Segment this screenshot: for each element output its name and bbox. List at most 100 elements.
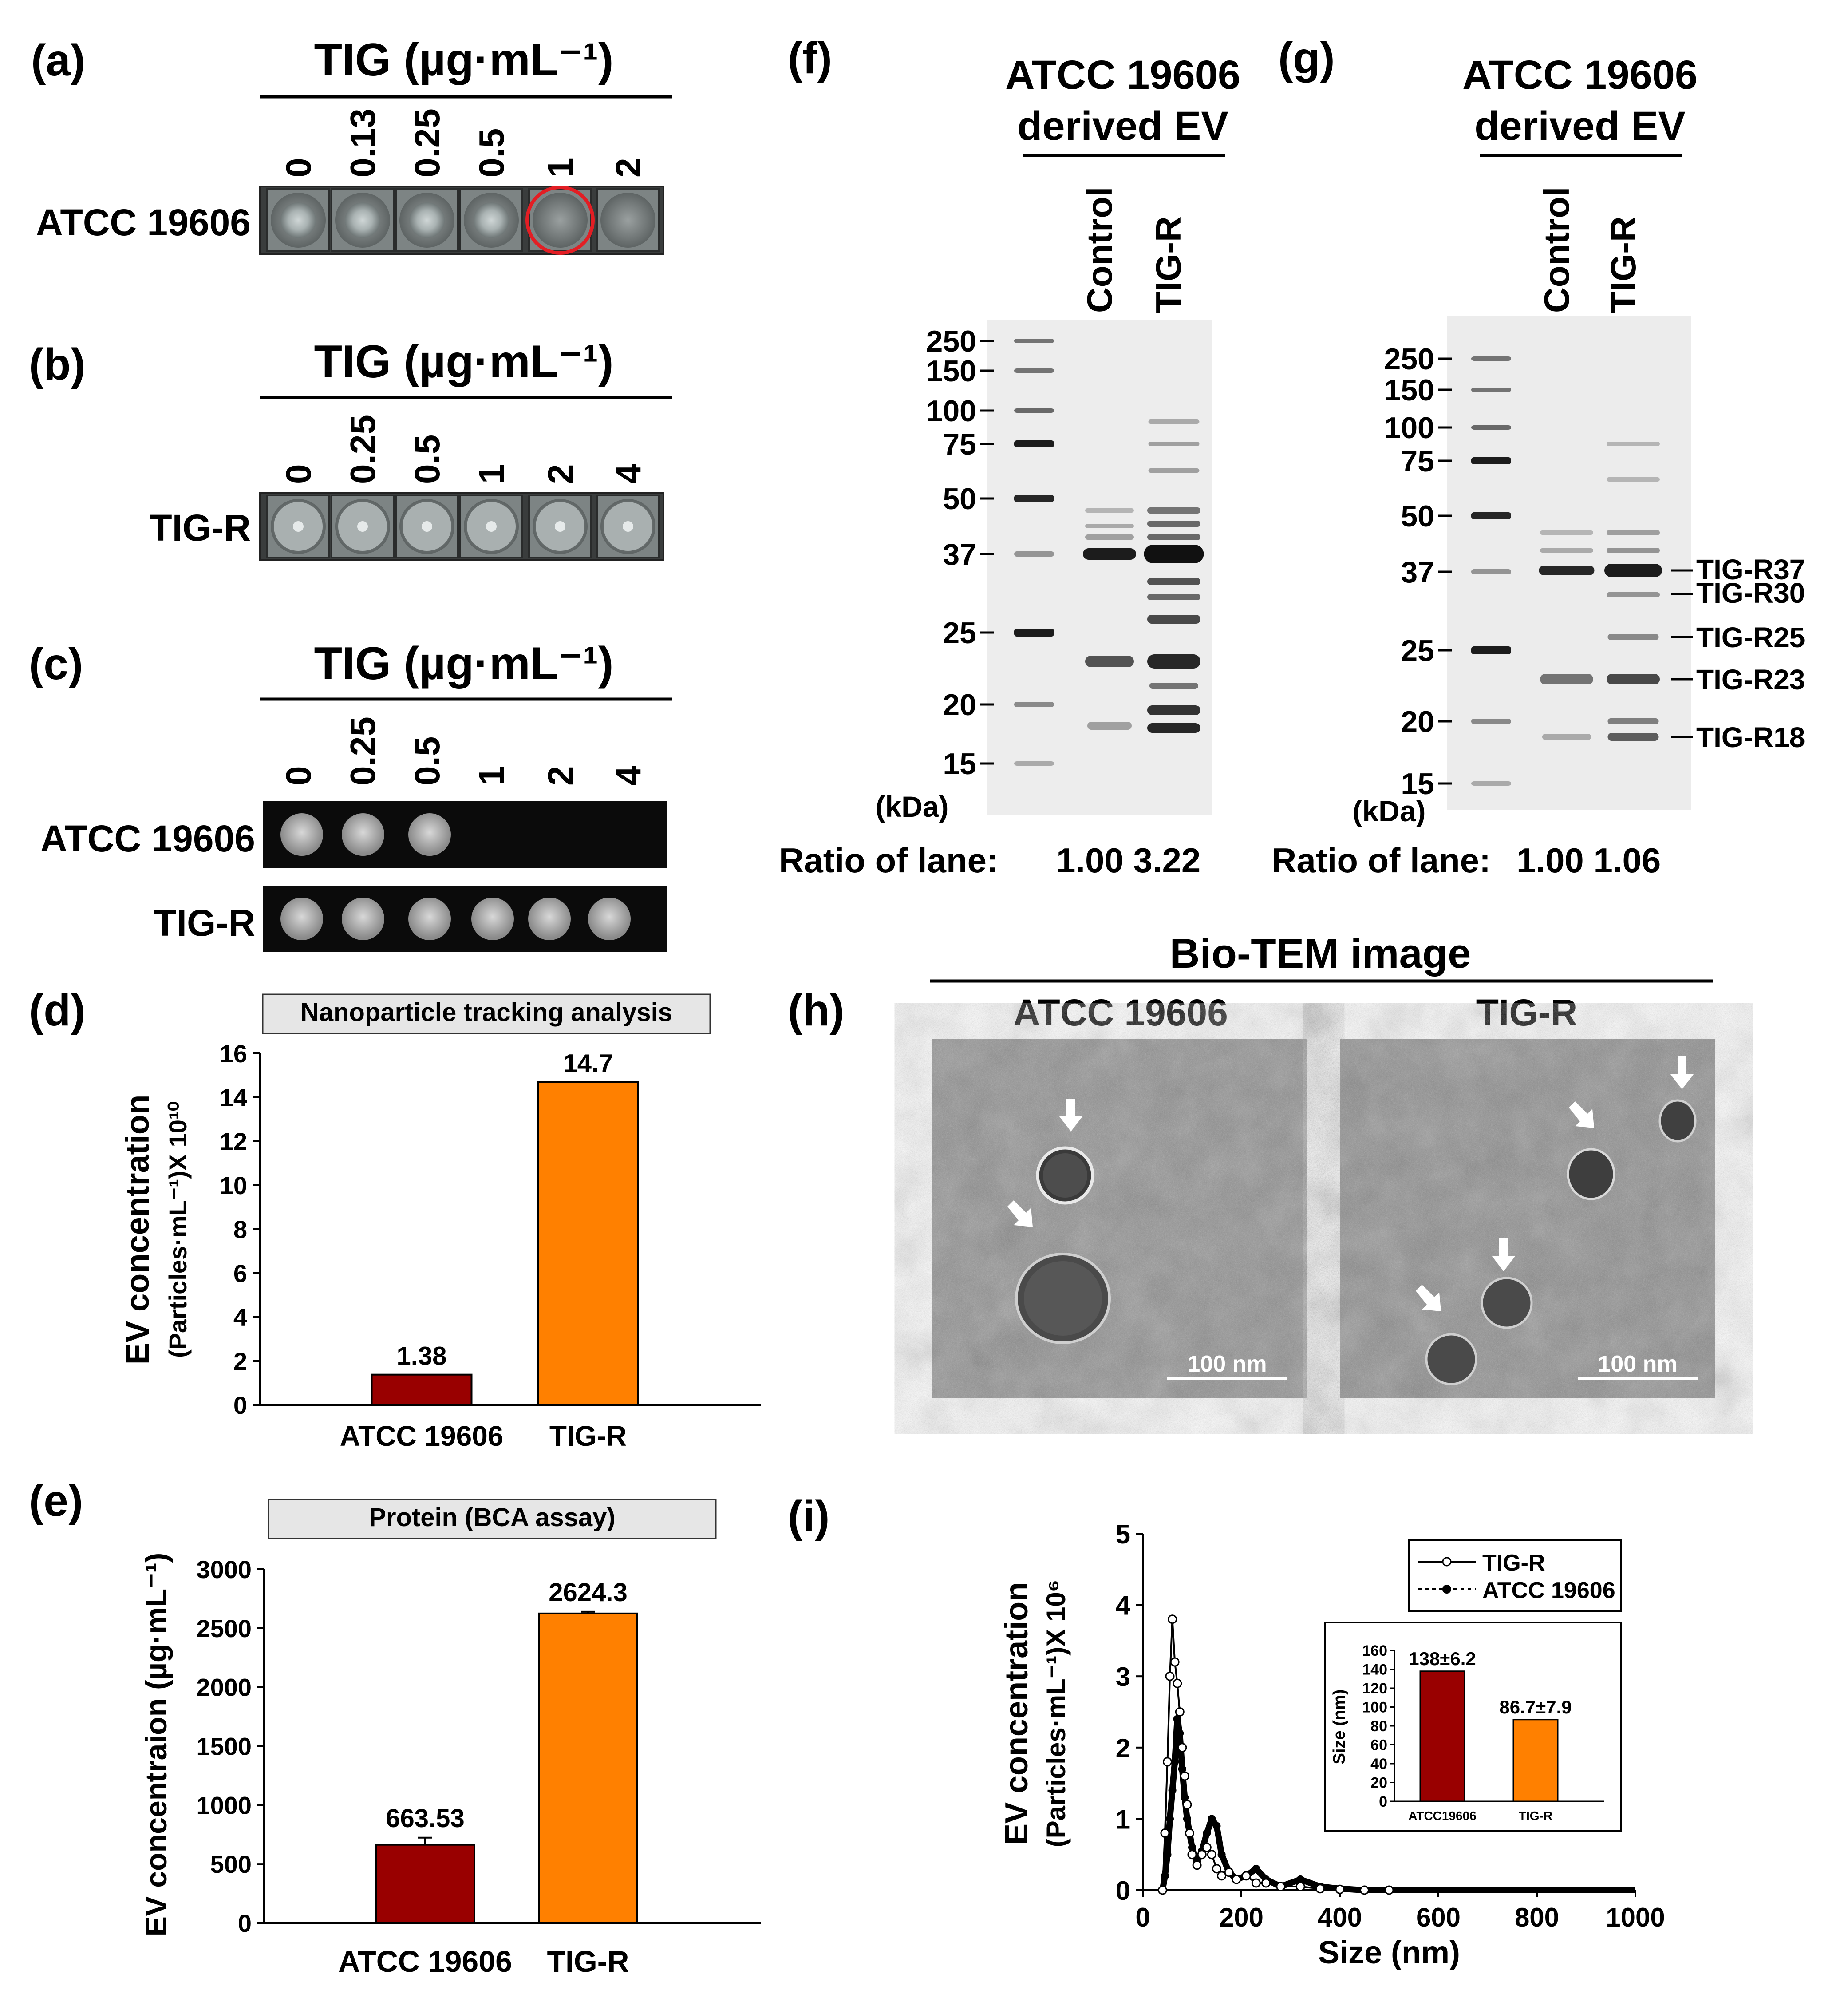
panel-h-image-label-2: TIG-R xyxy=(1476,992,1578,1033)
data-point-tigr xyxy=(1177,1743,1187,1753)
panel-b-concentrations: 0 0.25 0.5 1 2 4 xyxy=(279,415,648,484)
data-point-tigr xyxy=(1335,1884,1345,1894)
panel-c-concentrations: 0 0.25 0.5 1 2 4 xyxy=(279,716,648,786)
inset-y-tick-label: 160 xyxy=(1362,1642,1387,1659)
panel-d-title-box xyxy=(262,993,711,1034)
panel-f-ratio-values: 1.00 3.22 xyxy=(1056,841,1200,880)
concentration-label: 0.25 xyxy=(407,108,447,178)
data-point-tigr xyxy=(1168,1614,1177,1624)
ladder-band xyxy=(1014,339,1054,343)
panel-b-header: TIG (µg·mL⁻¹) xyxy=(314,336,613,388)
data-point-tigr xyxy=(1295,1882,1305,1891)
marker-label: 250 xyxy=(1384,342,1434,376)
data-point-atcc xyxy=(1296,1875,1305,1883)
colony xyxy=(588,898,631,940)
concentration-label: 2 xyxy=(541,464,580,484)
concentration-label: 0.13 xyxy=(343,108,383,178)
protein-band xyxy=(1540,548,1593,553)
arrow-icon xyxy=(1569,1101,1594,1128)
data-point-atcc xyxy=(1208,1815,1216,1823)
protein-band xyxy=(1607,477,1660,482)
bar xyxy=(538,1612,638,1924)
x-tick-label: 600 xyxy=(1416,1903,1461,1932)
data-point-atcc xyxy=(1252,1864,1260,1873)
colony xyxy=(408,813,451,856)
data-label: 663.53 xyxy=(386,1804,464,1833)
ladder-band xyxy=(1014,495,1054,502)
data-point-tigr xyxy=(1192,1860,1202,1870)
data-label: 2624.3 xyxy=(549,1578,627,1607)
x-category-label: TIG-R xyxy=(549,1420,627,1452)
y-tick-label: 3000 xyxy=(196,1555,252,1583)
data-point-atcc xyxy=(1171,1757,1179,1766)
data-point-tigr xyxy=(1165,1671,1175,1681)
inset-bar xyxy=(1419,1670,1465,1802)
data-point-tigr xyxy=(1182,1800,1192,1809)
growth-center xyxy=(623,521,633,532)
inset-bar xyxy=(1512,1719,1559,1802)
inset-data-label: 138±6.2 xyxy=(1409,1648,1476,1669)
tem-image-atcc: 100 nm xyxy=(932,1039,1307,1398)
panel-b-strain: TIG-R xyxy=(149,507,251,549)
marker-label: 37 xyxy=(943,538,976,571)
x-tick-label: 1000 xyxy=(1606,1903,1665,1932)
concentration-label: 1 xyxy=(472,464,511,484)
y-tick-label: 4 xyxy=(233,1303,247,1331)
ladder-band xyxy=(1471,781,1511,786)
panel-f-title-line1: ATCC 19606 xyxy=(1005,52,1240,98)
marker-label: 100 xyxy=(926,394,976,428)
colony xyxy=(408,898,451,940)
panel-f-lane-control: Control xyxy=(1080,187,1119,313)
growth-center xyxy=(422,521,432,532)
ladder-band xyxy=(1014,629,1054,637)
protein-band xyxy=(1083,548,1136,560)
marker-label: 250 xyxy=(926,324,976,358)
protein-band xyxy=(1147,534,1200,540)
y-tick-label: 0 xyxy=(1116,1876,1130,1906)
concentration-label: 0.5 xyxy=(472,128,511,178)
panel-f-ratio-label: Ratio of lane: xyxy=(779,841,998,880)
growth-center xyxy=(486,521,497,532)
inset-box xyxy=(1324,1622,1622,1832)
panel-b-wells xyxy=(266,495,660,558)
inset-category-label: ATCC19606 xyxy=(1408,1809,1477,1823)
marker-label: 15 xyxy=(1401,767,1434,801)
inset-y-tick-label: 40 xyxy=(1370,1756,1387,1773)
band-label: TIG-R23 xyxy=(1696,664,1805,696)
panel-d-title: Nanoparticle tracking analysis xyxy=(300,998,672,1027)
colony xyxy=(342,813,384,856)
data-point-tigr xyxy=(1224,1867,1234,1877)
concentration-label: 4 xyxy=(608,464,648,484)
data-point-atcc xyxy=(1166,1815,1174,1823)
protein-band xyxy=(1607,530,1660,535)
tem-image-tigr: 100 nm xyxy=(1340,1039,1715,1398)
protein-band xyxy=(1085,508,1134,513)
ladder-band xyxy=(1014,551,1054,557)
data-point-tigr xyxy=(1157,1885,1167,1895)
protein-band xyxy=(1147,705,1200,715)
ladder-band xyxy=(1471,569,1511,574)
tem-scale-label-tigr: 100 nm xyxy=(1598,1351,1677,1377)
tem-vesicle xyxy=(1567,1148,1615,1200)
legend-box xyxy=(1408,1539,1622,1612)
panel-h-letter: (h) xyxy=(788,985,845,1035)
concentration-label: 4 xyxy=(608,766,648,786)
colony xyxy=(280,813,323,856)
well-interior xyxy=(533,193,588,248)
ladder-band xyxy=(1014,368,1054,373)
bar xyxy=(375,1844,475,1924)
inset-y-tick-label: 60 xyxy=(1370,1737,1387,1754)
marker-label: 50 xyxy=(1401,499,1434,533)
protein-band xyxy=(1542,734,1591,740)
panel-b-letter: (b) xyxy=(29,340,86,389)
arrow-icon xyxy=(1492,1238,1515,1271)
y-tick-label: 2 xyxy=(1116,1733,1130,1763)
protein-band xyxy=(1144,545,1204,563)
concentration-label: 0.5 xyxy=(407,736,447,786)
x-category-label: ATCC 19606 xyxy=(338,1945,512,1978)
x-axis-label: Size (nm) xyxy=(1318,1935,1460,1970)
tem-scale-label-atcc: 100 nm xyxy=(1187,1351,1267,1377)
growth-spot xyxy=(280,202,316,238)
